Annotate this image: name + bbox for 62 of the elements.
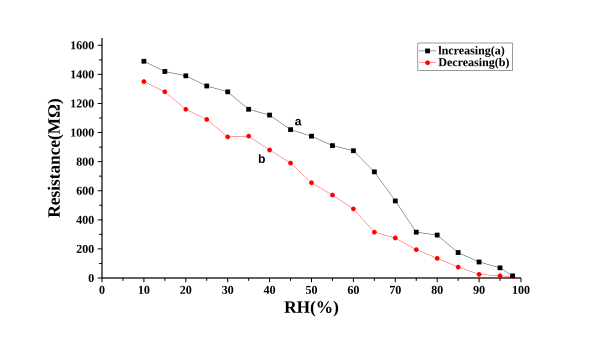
x-axis-title: RH(%) <box>284 300 338 316</box>
x-tick-label: 20 <box>180 286 192 294</box>
x-tick-label: 0 <box>99 286 105 294</box>
point <box>204 117 210 122</box>
annotation: b <box>258 154 265 164</box>
y-tick-label: 800 <box>76 158 94 166</box>
point <box>392 198 398 204</box>
x-tick-label: 30 <box>222 286 234 294</box>
point <box>288 160 293 166</box>
point <box>309 180 314 186</box>
y-tick-label: 400 <box>76 216 94 224</box>
x-tick-label: 100 <box>512 286 530 294</box>
point <box>267 148 272 152</box>
y-axis-title: Resistance(MΩ) <box>48 99 64 218</box>
point <box>225 134 230 140</box>
point <box>498 265 502 270</box>
point <box>267 112 272 118</box>
y-tick-label: 600 <box>76 186 94 195</box>
point <box>142 79 146 84</box>
point <box>414 230 419 235</box>
point <box>330 192 335 198</box>
point <box>392 236 398 240</box>
x-tick-label: 50 <box>306 286 318 294</box>
point <box>434 256 440 261</box>
point <box>414 247 419 252</box>
point <box>162 89 168 94</box>
point <box>456 264 461 270</box>
point <box>183 73 188 78</box>
point <box>246 134 252 139</box>
point <box>246 106 252 112</box>
point <box>351 148 356 154</box>
y-tick-label: 1200 <box>71 99 94 108</box>
point <box>351 206 356 212</box>
point <box>330 143 335 148</box>
point <box>142 58 146 64</box>
y-tick-label: 1400 <box>71 70 94 78</box>
point <box>204 84 210 88</box>
legend-label: Decreasing(b) <box>438 58 509 69</box>
x-tick-label: 90 <box>473 286 485 294</box>
x-tick-label: 70 <box>390 286 401 294</box>
point <box>372 169 377 174</box>
point <box>476 272 482 277</box>
y-tick-label: 1600 <box>71 41 94 50</box>
point <box>498 273 502 278</box>
point <box>225 89 230 94</box>
point <box>372 230 377 235</box>
point <box>456 250 461 255</box>
point <box>476 260 482 264</box>
x-tick-label: 80 <box>432 286 443 294</box>
legend-label: lncreasing(a) <box>438 46 504 57</box>
x-tick-label: 40 <box>264 286 276 294</box>
y-tick-label: 200 <box>76 244 94 253</box>
point <box>288 127 293 132</box>
x-tick-label: 10 <box>138 286 150 294</box>
point <box>183 106 188 112</box>
point <box>162 69 168 74</box>
point <box>309 134 314 139</box>
y-tick-label: 0 <box>88 274 94 282</box>
x-tick-label: 60 <box>348 286 359 294</box>
y-tick-label: 1000 <box>71 128 94 137</box>
point <box>434 232 440 238</box>
annotation: a <box>295 118 302 126</box>
